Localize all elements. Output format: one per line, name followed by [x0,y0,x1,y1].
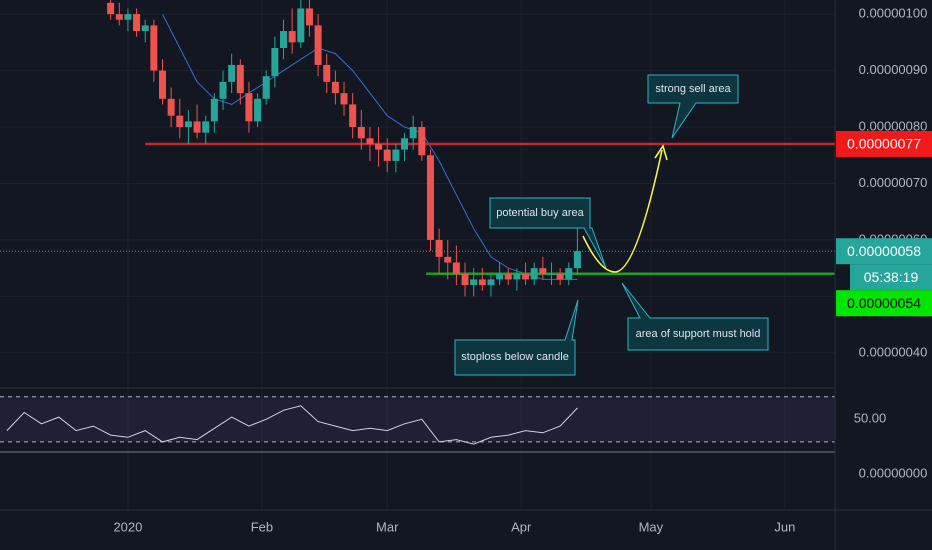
candle-body [305,8,313,26]
candle-body [159,70,167,99]
candle-body [461,273,469,286]
candle-body [271,47,279,77]
x-tick-label: Jun [774,519,795,534]
candle-body [236,64,244,94]
candle-body [478,279,486,286]
arrow-head [654,144,668,161]
candle-body [565,268,573,280]
price-label: 0.00000054 [847,295,921,311]
y-tick-label: 0.00000100 [859,6,928,21]
lower-tick-label: 0.00000000 [859,465,928,480]
candle-body [314,25,322,65]
candle-body [280,31,288,48]
price-label-box [836,238,932,265]
candle-body [141,25,149,32]
candle-body [133,14,141,32]
candle-body [297,8,305,43]
rsi-tick-label: 50.00 [854,411,887,426]
candle-body [254,98,262,122]
callout-box [647,74,739,139]
candle-body [176,115,184,128]
candle-body [556,273,564,280]
candle-body [202,121,210,133]
rsi-line [6,405,578,445]
candle-body [115,14,123,20]
candle-body [470,279,478,286]
candle-body [435,239,443,257]
x-tick-label: Mar [376,519,399,534]
candle-body [331,81,339,94]
moving-average [162,13,578,280]
price-label: 0.00000077 [847,136,921,152]
candle-body [193,121,201,133]
x-tick-label: May [639,519,664,534]
candle-body [107,2,115,15]
candle-body [392,149,400,161]
candle-body [418,127,426,156]
candle-body [539,268,547,274]
candle-body [444,256,452,263]
x-tick-label: 2020 [113,519,142,534]
callout-text: potential buy area [496,207,584,219]
price-axis: 2020FebMarAprMayJun0.000000400.000000500… [113,6,932,534]
candle-body [496,273,504,280]
candle-body [366,138,374,144]
y-tick-label: 0.00000080 [859,118,928,133]
callout-box [454,299,579,376]
candle-body [504,273,512,280]
price-label-box [836,130,932,157]
candle-body [210,98,218,122]
rsi-band [0,396,835,442]
candle-body [573,251,581,269]
y-tick-label: 0.00000090 [859,62,928,77]
callout-box [621,282,769,351]
price-label: 0.00000058 [847,243,921,259]
candle-body [513,273,521,280]
candle-body [409,127,417,139]
candle-body [522,273,530,280]
candle-body [245,93,253,122]
countdown: 05:38:19 [864,269,919,285]
candle-body [375,143,383,150]
rsi-pane: 50.00 [0,396,887,445]
price-label-box [836,290,932,317]
price-pane [0,0,835,297]
candle-body [167,98,175,116]
callout-text: stoploss below candle [461,351,569,363]
candle-body [288,31,296,43]
countdown-box [850,264,932,291]
candle-body [349,104,357,128]
candle-body [426,155,434,240]
callout-text: strong sell area [655,83,731,95]
grid [0,0,835,510]
candle-body [547,273,555,275]
candle-body [452,262,460,274]
candle-body [487,279,495,286]
candle-body [124,14,132,20]
candle-body [150,25,158,71]
callout-text: area of support must hold [636,328,761,340]
candle-body [228,64,236,82]
candle-body [184,121,192,128]
callout-box [489,197,607,269]
y-tick-label: 0.00000070 [859,175,928,190]
candle-body [530,268,538,280]
candle-body [262,76,270,99]
candle-body [401,138,409,150]
candle-body [357,127,365,139]
curved-arrow [582,149,663,273]
x-tick-label: Feb [251,519,273,534]
candle-body [323,64,331,82]
x-tick-label: Apr [511,519,532,534]
candle-body [219,81,227,99]
callouts: strong sell area potential buy area area… [454,74,769,376]
candle-body [340,93,348,105]
candle-body [383,149,391,161]
y-tick-label: 0.00000040 [859,344,928,359]
